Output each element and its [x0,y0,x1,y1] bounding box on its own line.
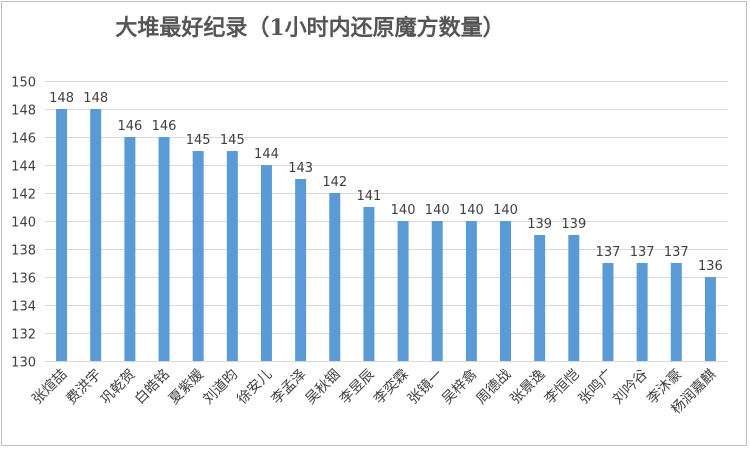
y-tick-label: 140 [11,216,36,231]
chart-title: 大堆最好纪录（1小时内还原魔方数量） [115,15,505,41]
data-label: 137 [596,245,621,260]
bar [295,179,307,361]
y-tick-label: 144 [11,160,36,175]
data-label: 139 [527,217,552,232]
y-tick-label: 150 [11,76,36,91]
x-tick-label: 巩乾贺 [98,367,139,408]
data-label: 146 [117,119,142,134]
x-tick-label: 费洪宇 [64,367,105,408]
data-label: 136 [698,259,723,274]
y-tick-label: 134 [11,300,36,315]
y-tick-label: 136 [11,272,36,287]
bar [500,221,512,361]
bar [704,277,716,361]
x-tick-label: 张鸣广 [575,366,617,408]
y-tick-label: 148 [11,104,36,119]
bar [465,221,477,361]
data-label: 148 [83,91,108,106]
data-label: 145 [220,133,245,148]
x-tick-label: 刘吟谷 [610,367,651,408]
y-tick-label: 132 [11,328,36,343]
data-label: 148 [49,91,74,106]
x-tick-label: 张镜一 [405,367,446,408]
x-tick-label: 李奕霖 [371,367,412,408]
bar [192,151,204,361]
bar [124,137,136,361]
x-tick-label: 李昱辰 [337,367,378,408]
y-tick-label: 138 [11,244,36,259]
x-tick-label: 吴秋铟 [303,367,344,408]
x-tick-label: 周德战 [473,367,514,408]
x-tick-label: 张景逸 [507,367,548,408]
bar [636,263,648,361]
x-tick-label: 夏紫媛 [166,367,207,408]
bar [90,109,102,361]
data-label: 139 [561,217,586,232]
bar [158,137,170,361]
data-label: 140 [493,203,518,218]
bar [56,109,68,361]
y-tick-label: 146 [11,132,36,147]
x-tick-label: 李孟泽 [268,367,309,408]
data-label: 142 [322,175,347,190]
data-label: 143 [288,161,313,176]
x-tick-label: 吴梓翕 [439,367,480,408]
data-label: 141 [357,189,382,204]
bar [260,165,272,361]
x-tick-label: 白皓铭 [132,367,173,408]
bar [363,207,375,361]
data-label: 140 [459,203,484,218]
bar [226,151,238,361]
data-label: 146 [152,119,177,134]
x-tick-label: 徐安儿 [234,367,275,408]
data-label: 137 [664,245,689,260]
bar [329,193,341,361]
bar [568,235,580,361]
data-label: 137 [630,245,655,260]
data-label: 140 [391,203,416,218]
data-label: 140 [425,203,450,218]
bar [602,263,614,361]
x-tick-label: 刘道昀 [200,367,241,408]
bar [534,235,546,361]
y-tick-label: 130 [11,356,36,371]
bar [431,221,443,361]
x-tick-label: 张煊喆 [29,367,70,408]
y-tick-label: 142 [11,188,36,203]
x-tick-label: 李恒恺 [542,367,583,408]
bar [397,221,409,361]
data-label: 144 [254,147,279,162]
bar [670,263,682,361]
data-label: 145 [186,133,211,148]
